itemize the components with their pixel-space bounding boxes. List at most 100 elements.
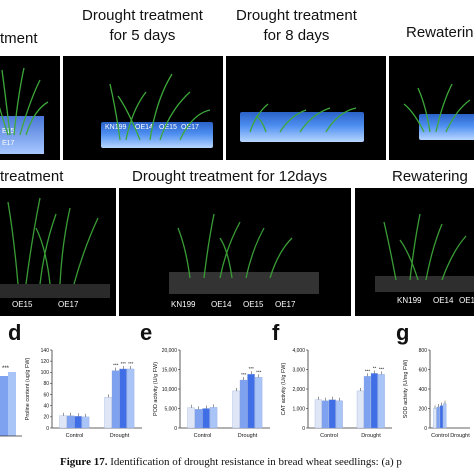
y-tick-label: 100 <box>41 370 50 376</box>
bar <box>232 390 240 429</box>
bar <box>433 408 437 429</box>
seedlings-row2 <box>7 197 467 285</box>
y-tick-label: 200 <box>419 406 428 412</box>
title-a2: treatment <box>0 168 64 185</box>
bar <box>247 374 255 429</box>
y-tick-label: 20 <box>43 415 49 421</box>
panel-letter-e: e <box>140 320 153 345</box>
y-tick-label: 80 <box>43 381 49 387</box>
title-c2: Rewatering <box>392 168 468 185</box>
bar <box>439 405 444 429</box>
bar <box>66 415 75 429</box>
panel-letter-g: g <box>396 320 410 345</box>
bar <box>119 368 127 429</box>
bar <box>239 379 248 429</box>
x-tick-label: Drought <box>238 433 258 439</box>
soil <box>375 276 474 292</box>
bar <box>187 407 195 429</box>
pot-label: OE15 <box>12 300 33 309</box>
y-tick-label: 140 <box>41 348 50 354</box>
bar <box>356 390 364 429</box>
panel-letter-f: f <box>272 320 280 345</box>
y-tick-label: 800 <box>419 348 428 354</box>
y-tick-label: 120 <box>41 359 50 365</box>
significance-label: *** <box>128 361 134 366</box>
tray-label: E15 <box>2 128 15 135</box>
chart-proline: Proline content (ug/g FW) 0 20 40 60 80 100 120… <box>25 348 142 439</box>
seedlings-row1 <box>0 67 471 141</box>
x-tick-label: Control <box>194 433 212 439</box>
bar <box>104 397 112 429</box>
x-tick-label: Control <box>320 433 338 439</box>
title-a: tment <box>0 30 38 47</box>
y-axis-label: CAT activity (U/g FW) <box>281 363 287 416</box>
y-tick-label: 0 <box>46 426 49 432</box>
y-axis-label: POD activity (U/g FW) <box>153 362 159 416</box>
chart-sod: SOD activity (U/mg FW) 0 200 400 600 800 Contr… <box>403 348 470 439</box>
caption-bold: Figure 17. <box>60 456 108 468</box>
pot-label: KN199 <box>397 296 422 305</box>
bar <box>335 400 343 429</box>
bar <box>328 399 336 429</box>
y-tick-label: 3,000 <box>292 367 305 373</box>
y-axis-label: SOD activity (U/mg FW) <box>403 360 409 419</box>
x-tick-label: Drought <box>361 433 381 439</box>
x-tick-label: Control <box>431 433 449 439</box>
y-tick-label: 4,000 <box>292 348 305 354</box>
bar <box>81 416 90 429</box>
soil <box>0 284 110 298</box>
bar <box>8 372 16 436</box>
photo-panel-b2: KN199 OE14 OE15 OE17 <box>119 188 351 316</box>
title-rewater: Rewaterin <box>406 24 474 41</box>
caption-text: Identification of drought resistance in … <box>107 456 402 468</box>
photo-panel-a: E15 E17 <box>0 56 60 160</box>
significance-label: *** <box>121 361 127 366</box>
pot-label: OE17 <box>275 300 296 309</box>
significance-label: *** <box>241 372 247 377</box>
y-tick-label: 2,000 <box>292 387 305 393</box>
title-b: Drought treatment for 5 days <box>82 7 203 44</box>
bar <box>377 374 385 429</box>
y-tick-label: 1,000 <box>292 406 305 412</box>
y-tick-label: 40 <box>43 404 49 410</box>
y-tick-label: 0 <box>302 426 305 432</box>
tray-label: KN199 <box>105 124 127 131</box>
title-c: Drought treatment for 8 days <box>236 7 357 44</box>
y-tick-label: 10,000 <box>162 387 178 393</box>
significance-label: *** <box>379 366 385 371</box>
tray-label: OE15 <box>159 124 177 131</box>
pot-label: OE15 <box>243 300 264 309</box>
bar <box>209 407 218 429</box>
y-tick-label: 15,000 <box>162 367 178 373</box>
significance-label: *** <box>113 363 119 368</box>
annotation: *** <box>2 366 10 372</box>
tray-label: E17 <box>2 140 15 147</box>
y-tick-label: 400 <box>419 387 428 393</box>
significance-label: *** <box>249 366 255 371</box>
bar <box>363 376 371 429</box>
figure-caption: Figure 17. Identification of drought res… <box>60 456 402 468</box>
photo-panel-a2: OE15 OE17 <box>0 188 116 316</box>
pot-label: OE17 <box>58 300 79 309</box>
bar <box>314 399 322 429</box>
significance-label: *** <box>256 369 262 374</box>
panel-letter-d: d <box>8 320 22 345</box>
y-tick-label: 60 <box>43 392 49 398</box>
soil <box>169 272 319 294</box>
y-tick-label: 20,000 <box>162 348 178 354</box>
bar <box>0 376 8 436</box>
pot-label: KN199 <box>171 300 196 309</box>
bar <box>202 408 210 429</box>
pot-label: OE14 <box>433 296 454 305</box>
y-tick-label: 0 <box>424 426 427 432</box>
bar <box>111 370 120 429</box>
bar <box>443 403 447 429</box>
tray-label: OE17 <box>181 124 199 131</box>
partial-chart-left: *** <box>0 366 22 437</box>
y-tick-label: 5,000 <box>164 406 177 412</box>
tray-label: OE14 <box>135 124 153 131</box>
significance-label: *** <box>365 368 371 373</box>
bar <box>254 377 263 429</box>
pot-label: OE14 <box>211 300 232 309</box>
y-tick-label: 600 <box>419 367 428 373</box>
